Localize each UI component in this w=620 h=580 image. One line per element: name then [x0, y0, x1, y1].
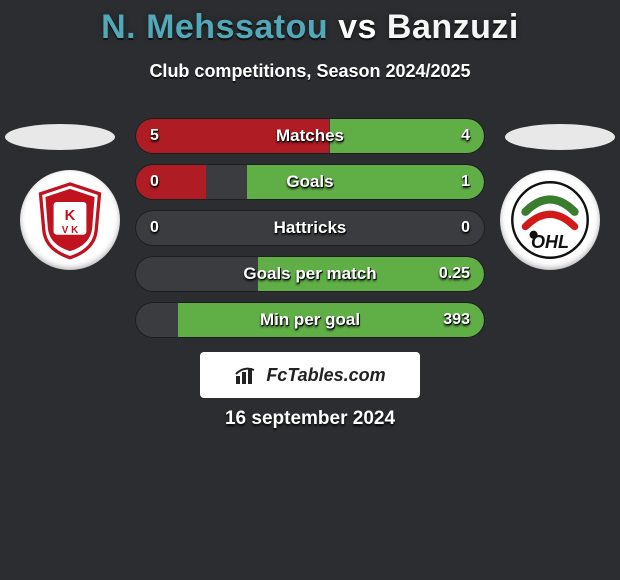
stat-row: Hattricks0 0	[135, 210, 485, 246]
generation-date: 16 september 2024	[0, 408, 620, 430]
title-player-right: Banzuzi	[387, 8, 519, 46]
watermark-text: FcTables.com	[266, 365, 385, 386]
player-avatar-left	[5, 124, 115, 150]
stat-value-left: 0	[150, 211, 159, 245]
stat-row: Goals per match0.25	[135, 256, 485, 292]
title-vs: vs	[338, 8, 377, 46]
page-title: N. Mehssatou vs Banzuzi	[0, 0, 620, 47]
club-badge-right: OHL	[500, 170, 600, 270]
stat-value-left: 0	[150, 165, 159, 199]
svg-text:K: K	[65, 208, 76, 224]
comparison-rows: Matches54Goals01Hattricks00Goals per mat…	[135, 118, 485, 348]
stat-value-right: 1	[461, 165, 470, 199]
stat-row: Matches5 4	[135, 118, 485, 154]
stat-value-right: 4	[461, 119, 470, 153]
watermark-badge: FcTables.com	[200, 352, 420, 398]
svg-text:OHL: OHL	[531, 232, 569, 252]
stat-label: Goals	[136, 165, 484, 199]
bar-chart-icon	[234, 364, 260, 386]
title-player-left: N. Mehssatou	[101, 8, 328, 46]
stat-label: Goals per match	[136, 257, 484, 291]
subtitle: Club competitions, Season 2024/2025	[0, 61, 620, 82]
stat-row: Goals0 1	[135, 164, 485, 200]
ohl-crest-icon: OHL	[509, 179, 591, 261]
kortrijk-crest-icon: K V K	[29, 179, 111, 261]
stat-label: Matches	[136, 119, 484, 153]
stat-label: Hattricks	[136, 211, 484, 245]
stat-value-right: 0	[461, 211, 470, 245]
stat-value-right: 0.25	[439, 257, 470, 291]
stat-value-left: 5	[150, 119, 159, 153]
svg-text:V K: V K	[62, 225, 78, 236]
player-avatar-right	[505, 124, 615, 150]
stat-value-right: 393	[443, 303, 470, 337]
club-badge-left: K V K	[20, 170, 120, 270]
comparison-infographic: N. Mehssatou vs Banzuzi Club competition…	[0, 0, 620, 580]
stat-label: Min per goal	[136, 303, 484, 337]
stat-row: Min per goal393	[135, 302, 485, 338]
